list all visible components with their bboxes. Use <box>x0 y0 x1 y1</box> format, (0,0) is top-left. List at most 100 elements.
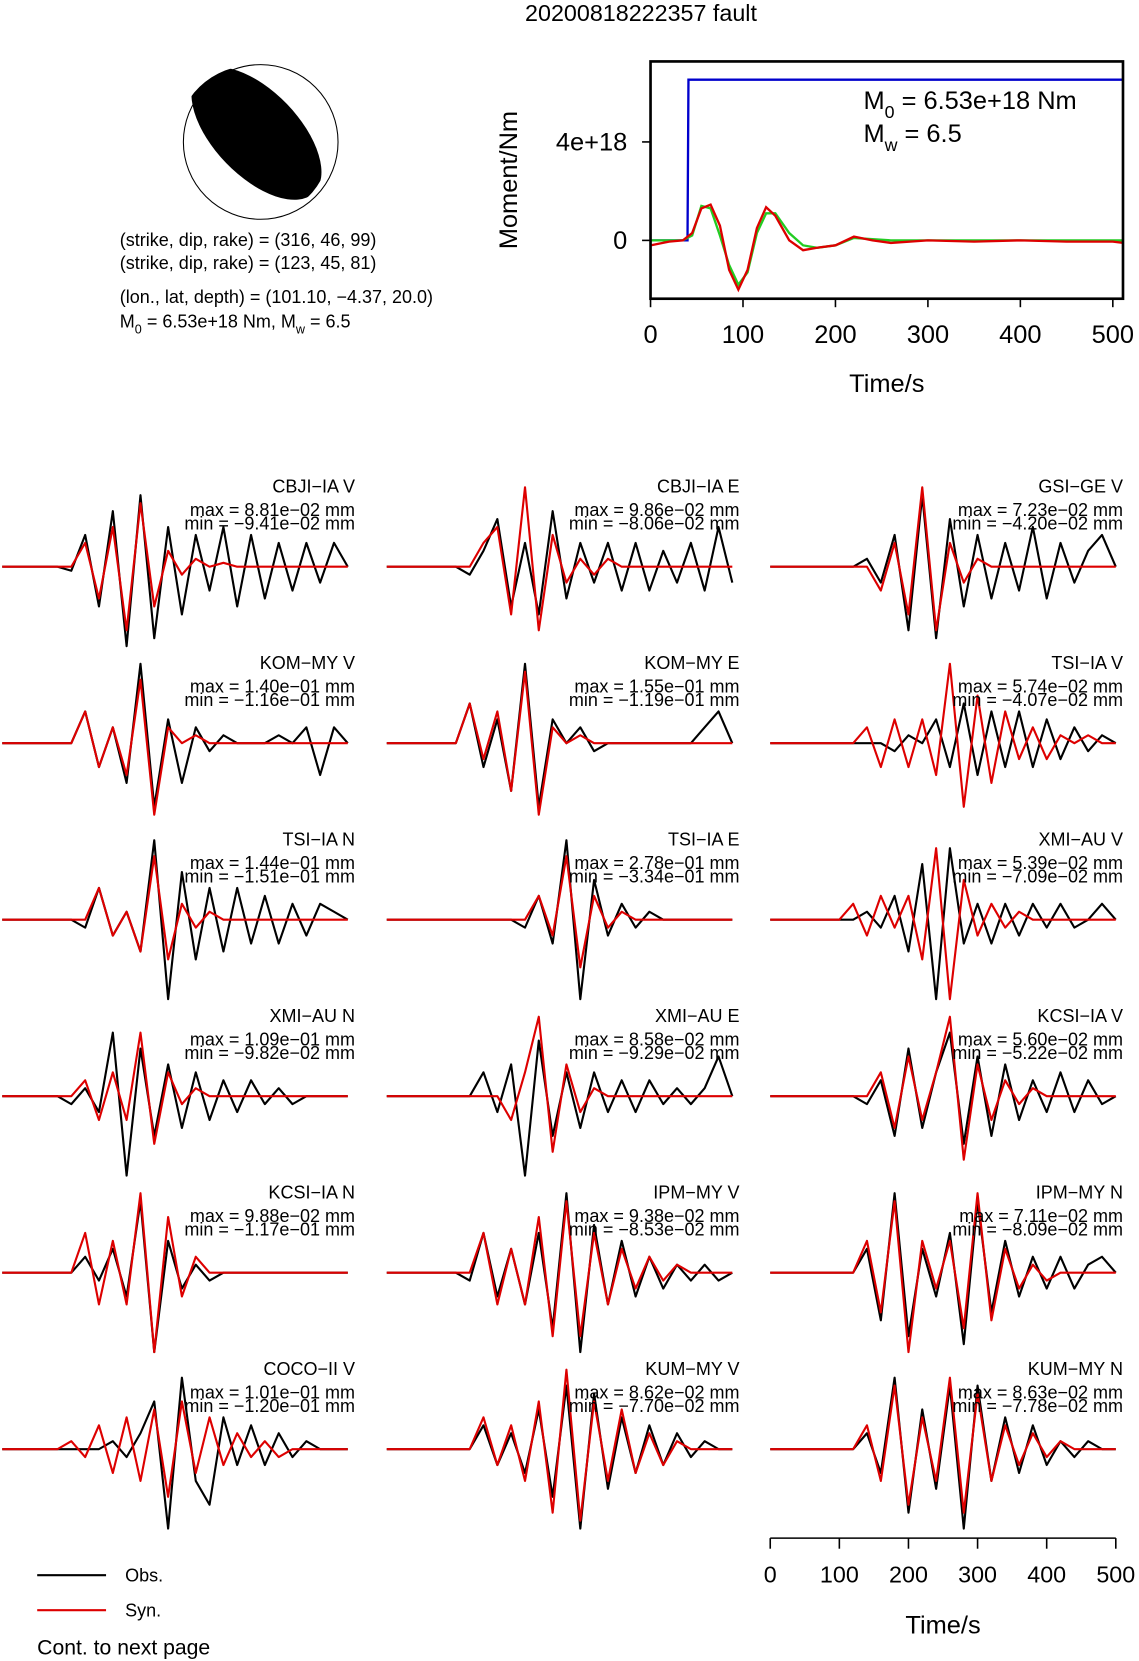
footer: Cont. to next page <box>37 1637 210 1660</box>
x-tick-label: 100 <box>820 1562 859 1588</box>
x-tick-label: 500 <box>1096 1562 1135 1588</box>
subscript: 0 <box>135 323 142 337</box>
text-part: M <box>863 87 884 115</box>
y-axis-label: Moment/Nm <box>495 111 523 249</box>
subscript: 0 <box>885 102 895 122</box>
figure-title: 20200818222357 fault <box>525 0 757 26</box>
station-label: CBJI−IA V <box>272 477 355 497</box>
focal-line: (strike, dip, rake) = (316, 46, 99) <box>120 230 377 250</box>
legend-label: Syn. <box>125 1601 161 1621</box>
max-label: max = 2.78e−01 mm <box>574 853 739 873</box>
synthetic-trace <box>770 1015 1116 1161</box>
x-tick-label: 100 <box>722 321 764 349</box>
station-label: KCSI−IA V <box>1037 1006 1123 1026</box>
x-tick-label: 400 <box>999 321 1041 349</box>
max-label: max = 1.01e−01 mm <box>190 1382 355 1402</box>
synthetic-trace <box>770 847 1116 1001</box>
plot-frame <box>649 60 1125 301</box>
x-tick-label: 200 <box>889 1562 928 1588</box>
synthetic-trace <box>386 855 733 969</box>
min-label: min = −1.20e−01 mm <box>184 1396 355 1416</box>
min-label: min = −9.29e−02 mm <box>569 1043 740 1063</box>
min-label: min = −1.51e−01 mm <box>184 867 355 887</box>
synthetic-trace <box>2 1031 348 1145</box>
text-part: M <box>863 120 884 148</box>
legend-label: Obs. <box>125 1566 163 1586</box>
min-label: min = −9.41e−02 mm <box>184 514 355 534</box>
text-part: = 6.5 <box>897 120 961 148</box>
text-part: = 6.53e+18 Nm <box>895 87 1077 115</box>
max-label: max = 8.81e−02 mm <box>190 500 355 520</box>
max-label: max = 1.55e−01 mm <box>574 676 739 696</box>
annotation: M0 = 6.53e+18 Nm <box>863 87 1076 122</box>
station-label: KOM−MY E <box>644 653 739 673</box>
max-label: max = 5.60e−02 mm <box>958 1029 1123 1049</box>
synthetic-trace <box>770 662 1116 808</box>
max-label: max = 5.39e−02 mm <box>958 853 1123 873</box>
min-label: min = −1.19e−01 mm <box>569 690 740 710</box>
min-label: min = −5.22e−02 mm <box>952 1043 1123 1063</box>
synthetic-trace <box>386 670 733 816</box>
y-tick-label: 0 <box>613 227 627 255</box>
station-label: KOM−MY V <box>260 653 355 673</box>
focal-line: (lon., lat, depth) = (101.10, −4.37, 20.… <box>120 287 433 307</box>
min-label: min = −8.53e−02 mm <box>569 1220 740 1240</box>
min-label: min = −1.16e−01 mm <box>184 690 355 710</box>
focal-line: (strike, dip, rake) = (123, 45, 81) <box>120 253 377 273</box>
synthetic-trace <box>770 486 1116 632</box>
max-label: max = 1.40e−01 mm <box>190 676 355 696</box>
station-label: KCSI−IA N <box>268 1183 355 1203</box>
station-label: CBJI−IA E <box>657 477 740 497</box>
max-label: max = 7.23e−02 mm <box>958 500 1123 520</box>
max-label: max = 8.63e−02 mm <box>958 1382 1123 1402</box>
max-label: max = 5.74e−02 mm <box>958 676 1123 696</box>
synthetic-trace <box>2 502 348 632</box>
min-label: min = −8.06e−02 mm <box>569 514 740 534</box>
text-part: M <box>120 311 135 331</box>
synthetic-trace <box>386 1015 733 1153</box>
synthetic-trace <box>770 1192 1116 1354</box>
subscript: w <box>884 135 898 155</box>
beachball <box>182 64 339 220</box>
station-label: XMI−AU N <box>269 1006 355 1026</box>
x-tick-label: 300 <box>907 321 949 349</box>
x-axis-label: Time/s <box>849 370 924 398</box>
max-label: max = 8.62e−02 mm <box>574 1382 739 1402</box>
station-label: GSI−GE V <box>1038 477 1123 497</box>
min-label: min = −1.17e−01 mm <box>184 1220 355 1240</box>
annotation: Mw = 6.5 <box>863 120 961 155</box>
synthetic-trace <box>2 1192 348 1354</box>
beachball-compression <box>191 67 322 200</box>
x-tick-label: 500 <box>1092 321 1134 349</box>
moment-curve <box>650 204 1123 288</box>
min-label: min = −7.70e−02 mm <box>569 1396 740 1416</box>
observed-trace <box>2 1031 348 1177</box>
station-label: TSI−IA E <box>668 830 740 850</box>
x-tick-label: 200 <box>814 321 856 349</box>
text-part: = 6.53e+18 Nm, M <box>142 311 296 331</box>
synthetic-trace <box>770 1376 1116 1514</box>
x-axis-label: Time/s <box>905 1611 980 1639</box>
subscript: w <box>295 323 306 337</box>
min-label: min = −7.78e−02 mm <box>952 1396 1123 1416</box>
text-part: = 6.5 <box>305 311 351 331</box>
min-label: min = −3.34e−01 mm <box>569 867 740 887</box>
synthetic-trace <box>386 1368 733 1522</box>
synthetic-trace <box>2 855 348 961</box>
max-label: max = 9.38e−02 mm <box>574 1206 739 1226</box>
max-label: max = 9.86e−02 mm <box>574 500 739 520</box>
max-label: max = 9.88e−02 mm <box>190 1206 355 1226</box>
synthetic-trace <box>386 1200 733 1338</box>
station-label: XMI−AU E <box>655 1006 740 1026</box>
synthetic-trace <box>2 678 348 816</box>
station-label: IPM−MY N <box>1036 1183 1123 1203</box>
min-label: min = −9.82e−02 mm <box>184 1043 355 1063</box>
max-label: max = 1.09e−01 mm <box>190 1029 355 1049</box>
x-tick-label: 0 <box>643 321 657 349</box>
station-label: TSI−IA V <box>1051 653 1123 673</box>
station-label: XMI−AU V <box>1038 830 1123 850</box>
synthetic-trace <box>2 1400 348 1498</box>
synthetic-trace <box>386 486 733 632</box>
x-tick-label: 400 <box>1027 1562 1066 1588</box>
